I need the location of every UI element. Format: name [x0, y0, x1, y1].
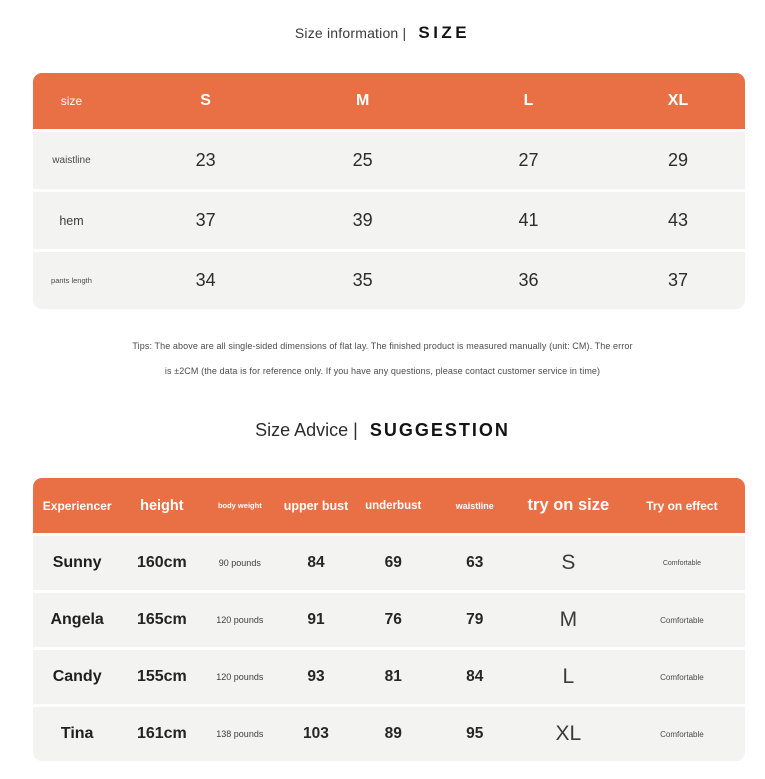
advice-row-sunny: Sunny 160cm 90 pounds 84 69 63 S Comfort…	[33, 536, 745, 590]
experiencer-upper-bust: 84	[307, 554, 325, 571]
experiencer-try-on-size: S	[561, 551, 576, 574]
experiencer-height: 161cm	[136, 725, 187, 742]
experiencer-name: Sunny	[52, 554, 102, 571]
experiencer-underbust: 76	[384, 611, 402, 628]
experiencer-waistline: 84	[466, 668, 484, 685]
advice-row-candy: Candy 155cm 120 pounds 93 81 84 L Comfor…	[33, 650, 745, 704]
size-table-header: size S M L XL	[33, 73, 745, 129]
advice-row-angela: Angela 165cm 120 pounds 91 76 79 M Comfo…	[33, 593, 745, 647]
experiencer-underbust: 81	[384, 668, 402, 685]
size-tips: Tips: The above are all single-sided dim…	[0, 334, 765, 384]
waistline-s: 23	[195, 150, 216, 170]
experiencer-weight: 120 pounds	[216, 615, 264, 625]
advice-header-upper-bust: upper bust	[283, 498, 349, 513]
experiencer-underbust: 89	[384, 725, 402, 742]
experiencer-height: 155cm	[136, 668, 187, 685]
hem-m: 39	[352, 210, 373, 230]
size-tips-line2: is ±2CM (the data is for reference only.…	[164, 366, 601, 376]
row-label-waistline: waistline	[52, 155, 91, 166]
size-advice-title-en: SUGGESTION	[369, 420, 510, 440]
experiencer-underbust: 69	[384, 554, 402, 571]
size-advice-title: Size Advice | SUGGESTION	[0, 418, 765, 444]
advice-table: Experiencer height body weight upper bus…	[33, 478, 745, 761]
size-table-row-pants-length: pants length 34 35 36 37	[33, 252, 745, 309]
waistline-xl: 29	[668, 150, 689, 170]
pants-length-m: 35	[352, 270, 373, 290]
experiencer-upper-bust: 93	[307, 668, 325, 685]
advice-table-header: Experiencer height body weight upper bus…	[33, 478, 745, 533]
waistline-l: 27	[518, 150, 539, 170]
experiencer-weight: 90 pounds	[218, 558, 261, 568]
pants-length-l: 36	[518, 270, 539, 290]
size-table-header-m: M	[355, 92, 370, 109]
size-table-header-l: L	[523, 92, 534, 109]
experiencer-waistline: 79	[466, 611, 484, 628]
experiencer-upper-bust: 103	[303, 725, 329, 742]
experiencer-try-on-size: M	[559, 608, 578, 631]
size-table-header-xl: XL	[667, 92, 689, 109]
advice-header-try-on-effect: Try on effect	[646, 498, 718, 513]
experiencer-try-on-effect: Comfortable	[662, 559, 701, 567]
experiencer-waistline: 63	[466, 554, 484, 571]
size-table-header-size: size	[60, 94, 83, 108]
size-info-title-label: Size information |	[294, 25, 407, 41]
hem-s: 37	[195, 210, 216, 230]
hem-l: 41	[518, 210, 539, 230]
size-advice-title-label: Size Advice |	[255, 420, 358, 440]
advice-header-underbust: underbust	[365, 499, 422, 512]
experiencer-name: Angela	[50, 611, 104, 628]
experiencer-try-on-size: L	[562, 665, 575, 688]
advice-header-height: height	[140, 497, 184, 514]
size-page: Size information | SIZE size S M L XL wai…	[0, 0, 765, 761]
size-table-row-hem: hem 37 39 41 43	[33, 192, 745, 249]
size-table-row-waistline: waistline 23 25 27 29	[33, 132, 745, 189]
experiencer-try-on-effect: Comfortable	[660, 729, 704, 739]
advice-header-body-weight: body weight	[217, 501, 262, 510]
experiencer-name: Tina	[60, 725, 94, 742]
advice-row-tina: Tina 161cm 138 pounds 103 89 95 XL Comfo…	[33, 707, 745, 761]
row-label-pants-length: pants length	[51, 276, 92, 285]
experiencer-try-on-size: XL	[555, 722, 582, 745]
experiencer-height: 160cm	[136, 554, 187, 571]
size-tips-line1: Tips: The above are all single-sided dim…	[132, 341, 633, 351]
advice-header-experiencer: Experiencer	[42, 498, 112, 513]
pants-length-s: 34	[195, 270, 216, 290]
experiencer-weight: 120 pounds	[216, 672, 264, 682]
experiencer-weight: 138 pounds	[216, 729, 264, 739]
pants-length-xl: 37	[668, 270, 689, 290]
size-table-header-s: S	[200, 92, 211, 109]
experiencer-waistline: 95	[466, 725, 484, 742]
waistline-m: 25	[352, 150, 373, 170]
hem-xl: 43	[668, 210, 689, 230]
row-label-hem: hem	[59, 213, 84, 228]
experiencer-try-on-effect: Comfortable	[660, 672, 704, 682]
experiencer-height: 165cm	[136, 611, 187, 628]
advice-header-try-on-size: try on size	[527, 496, 610, 514]
experiencer-name: Candy	[52, 668, 102, 685]
size-info-title-en: SIZE	[418, 23, 471, 42]
size-info-title: Size information | SIZE	[0, 0, 765, 43]
size-table: size S M L XL waistline 23 25 27 29 hem …	[33, 73, 745, 309]
experiencer-try-on-effect: Comfortable	[660, 615, 704, 625]
advice-header-waistline: waistline	[455, 500, 494, 511]
experiencer-upper-bust: 91	[307, 611, 325, 628]
